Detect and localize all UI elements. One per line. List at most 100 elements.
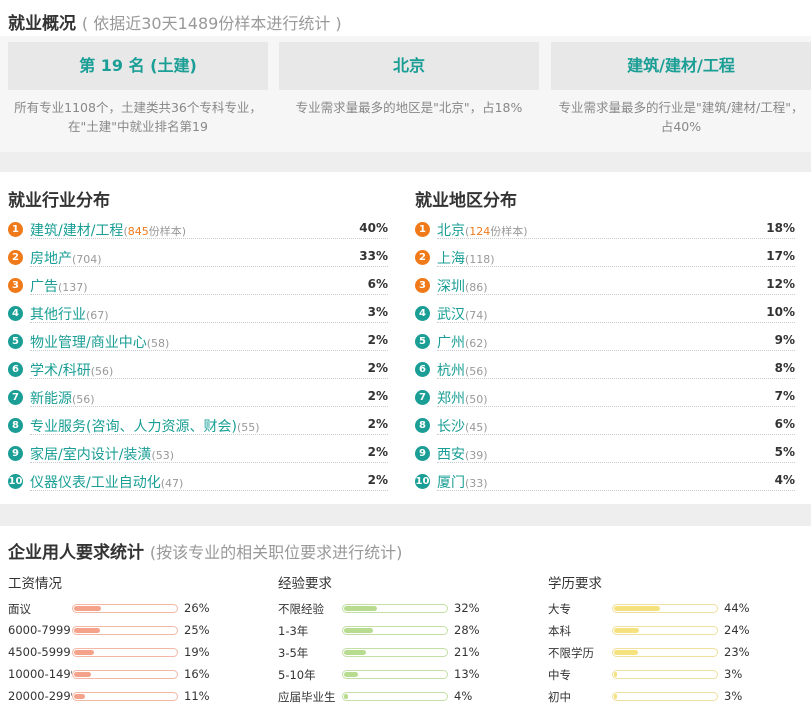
industry-item-link[interactable]: 家居/室内设计/装潢(53) <box>30 444 174 464</box>
region-list: 1 北京(124份样本) 18% 2 上海(118) 17% 3 深圳(86) 12% 4 武汉(7… <box>415 216 795 496</box>
requirement-bar-fill <box>614 672 617 677</box>
item-name[interactable]: 学术/科研 <box>30 363 91 379</box>
item-name[interactable]: 武汉 <box>437 307 465 323</box>
overview-card-rank: 第 19 名 (土建) 所有专业1108个，土建类共36个专科专业，在"土建"中… <box>8 42 268 136</box>
item-name[interactable]: 建筑/建材/工程 <box>30 223 124 239</box>
item-percent: 2% <box>367 333 388 347</box>
requirement-percent: 23% <box>724 645 750 659</box>
industry-item-link[interactable]: 广告(137) <box>30 276 88 296</box>
dotted-divider <box>437 406 795 407</box>
dotted-divider <box>437 294 795 295</box>
requirement-bar <box>72 670 178 679</box>
item-name[interactable]: 物业管理/商业中心 <box>30 335 147 351</box>
requirement-bar <box>342 692 448 701</box>
dotted-divider <box>30 490 388 491</box>
item-name[interactable]: 长沙 <box>437 419 465 435</box>
list-item: 2 上海(118) 17% <box>415 244 795 272</box>
requirement-label: 大专 <box>548 602 571 616</box>
requirement-bar <box>72 648 178 657</box>
item-count: (56) <box>465 365 488 378</box>
requirement-label: 1-3年 <box>278 624 309 638</box>
requirement-bar <box>72 626 178 635</box>
overview-card-region: 北京 专业需求量最多的地区是"北京"，占18% <box>279 42 539 117</box>
industry-item-link[interactable]: 其他行业(67) <box>30 304 109 324</box>
item-name[interactable]: 杭州 <box>437 363 465 379</box>
column-title: 工资情况 <box>8 576 62 592</box>
requirement-bar-fill <box>614 694 617 699</box>
requirement-percent: 44% <box>724 601 750 615</box>
industry-item-link[interactable]: 建筑/建材/工程(845份样本) <box>30 220 186 240</box>
column-title: 经验要求 <box>278 576 332 592</box>
industry-item-link[interactable]: 学术/科研(56) <box>30 360 113 380</box>
region-item-link[interactable]: 北京(124份样本) <box>437 220 528 240</box>
requirement-row: 6000-7999 25% <box>8 620 248 642</box>
item-name[interactable]: 专业服务(咨询、人力资源、财会) <box>30 419 237 435</box>
rank-number: 7 <box>415 390 430 405</box>
item-count: (50) <box>465 393 488 406</box>
item-name[interactable]: 北京 <box>437 223 465 239</box>
requirement-label: 中专 <box>548 668 571 682</box>
region-item-link[interactable]: 郑州(50) <box>437 388 488 408</box>
industry-item-link[interactable]: 物业管理/商业中心(58) <box>30 332 169 352</box>
rank-number: 3 <box>415 278 430 293</box>
overview-cards: 第 19 名 (土建) 所有专业1108个，土建类共36个专科专业，在"土建"中… <box>0 36 811 152</box>
item-count: (56) <box>72 393 95 406</box>
overview-card-desc: 所有专业1108个，土建类共36个专科专业，在"土建"中就业排名第19 <box>14 100 262 134</box>
region-item-link[interactable]: 杭州(56) <box>437 360 488 380</box>
requirement-percent: 19% <box>184 645 210 659</box>
item-name[interactable]: 厦门 <box>437 475 465 491</box>
item-name[interactable]: 广告 <box>30 279 58 295</box>
rank-number: 1 <box>8 222 23 237</box>
list-item: 8 专业服务(咨询、人力资源、财会)(55) 2% <box>8 412 388 440</box>
dotted-divider <box>30 434 388 435</box>
item-count: (55) <box>236 421 260 434</box>
requirement-row: 3-5年 21% <box>278 642 518 664</box>
region-item-link[interactable]: 西安(39) <box>437 444 488 464</box>
dotted-divider <box>30 350 388 351</box>
item-name[interactable]: 家居/室内设计/装潢 <box>30 447 152 463</box>
item-count: (67) <box>86 309 109 322</box>
region-item-link[interactable]: 武汉(74) <box>437 304 488 324</box>
requirement-row: 20000-29999 11% <box>8 686 248 704</box>
rank-number: 9 <box>8 446 23 461</box>
list-item: 8 长沙(45) 6% <box>415 412 795 440</box>
list-item: 1 建筑/建材/工程(845份样本) 40% <box>8 216 388 244</box>
industry-item-link[interactable]: 专业服务(咨询、人力资源、财会)(55) <box>30 416 260 436</box>
rank-number: 5 <box>415 334 430 349</box>
requirements-title: 企业用人要求统计 (按该专业的相关职位要求进行统计) <box>8 538 402 563</box>
requirement-label: 3-5年 <box>278 646 309 660</box>
item-percent: 7% <box>774 389 795 403</box>
industry-item-link[interactable]: 房地产(704) <box>30 248 102 268</box>
item-name[interactable]: 广州 <box>437 335 465 351</box>
item-count: (33) <box>465 477 488 490</box>
requirement-label: 不限学历 <box>548 646 594 660</box>
region-item-link[interactable]: 厦门(33) <box>437 472 488 492</box>
dotted-divider <box>437 266 795 267</box>
industry-item-link[interactable]: 仪器仪表/工业自动化(47) <box>30 472 183 492</box>
rank-number: 10 <box>8 474 23 489</box>
requirement-percent: 3% <box>724 667 743 681</box>
region-item-link[interactable]: 长沙(45) <box>437 416 488 436</box>
region-item-link[interactable]: 广州(62) <box>437 332 488 352</box>
dotted-divider <box>30 238 388 239</box>
item-name[interactable]: 房地产 <box>30 251 72 267</box>
industry-item-link[interactable]: 新能源(56) <box>30 388 95 408</box>
item-name[interactable]: 仪器仪表/工业自动化 <box>30 475 161 491</box>
item-name[interactable]: 其他行业 <box>30 307 86 323</box>
item-name[interactable]: 郑州 <box>437 391 465 407</box>
requirement-row: 4500-5999 19% <box>8 642 248 664</box>
overview-card-industry: 建筑/建材/工程 专业需求量最多的行业是"建筑/建材/工程"，占40% <box>551 42 811 136</box>
column-title: 学历要求 <box>548 576 602 592</box>
requirement-row: 本科 24% <box>548 620 788 642</box>
item-name[interactable]: 深圳 <box>437 279 465 295</box>
requirement-percent: 28% <box>454 623 480 637</box>
requirements-title-text: 企业用人要求统计 <box>8 543 144 563</box>
item-name[interactable]: 上海 <box>437 251 465 267</box>
region-item-link[interactable]: 上海(118) <box>437 248 495 268</box>
dotted-divider <box>30 462 388 463</box>
dotted-divider <box>437 434 795 435</box>
region-item-link[interactable]: 深圳(86) <box>437 276 488 296</box>
item-name[interactable]: 西安 <box>437 447 465 463</box>
industry-list: 1 建筑/建材/工程(845份样本) 40% 2 房地产(704) 33% 3 广告(137)… <box>8 216 388 496</box>
item-name[interactable]: 新能源 <box>30 391 72 407</box>
